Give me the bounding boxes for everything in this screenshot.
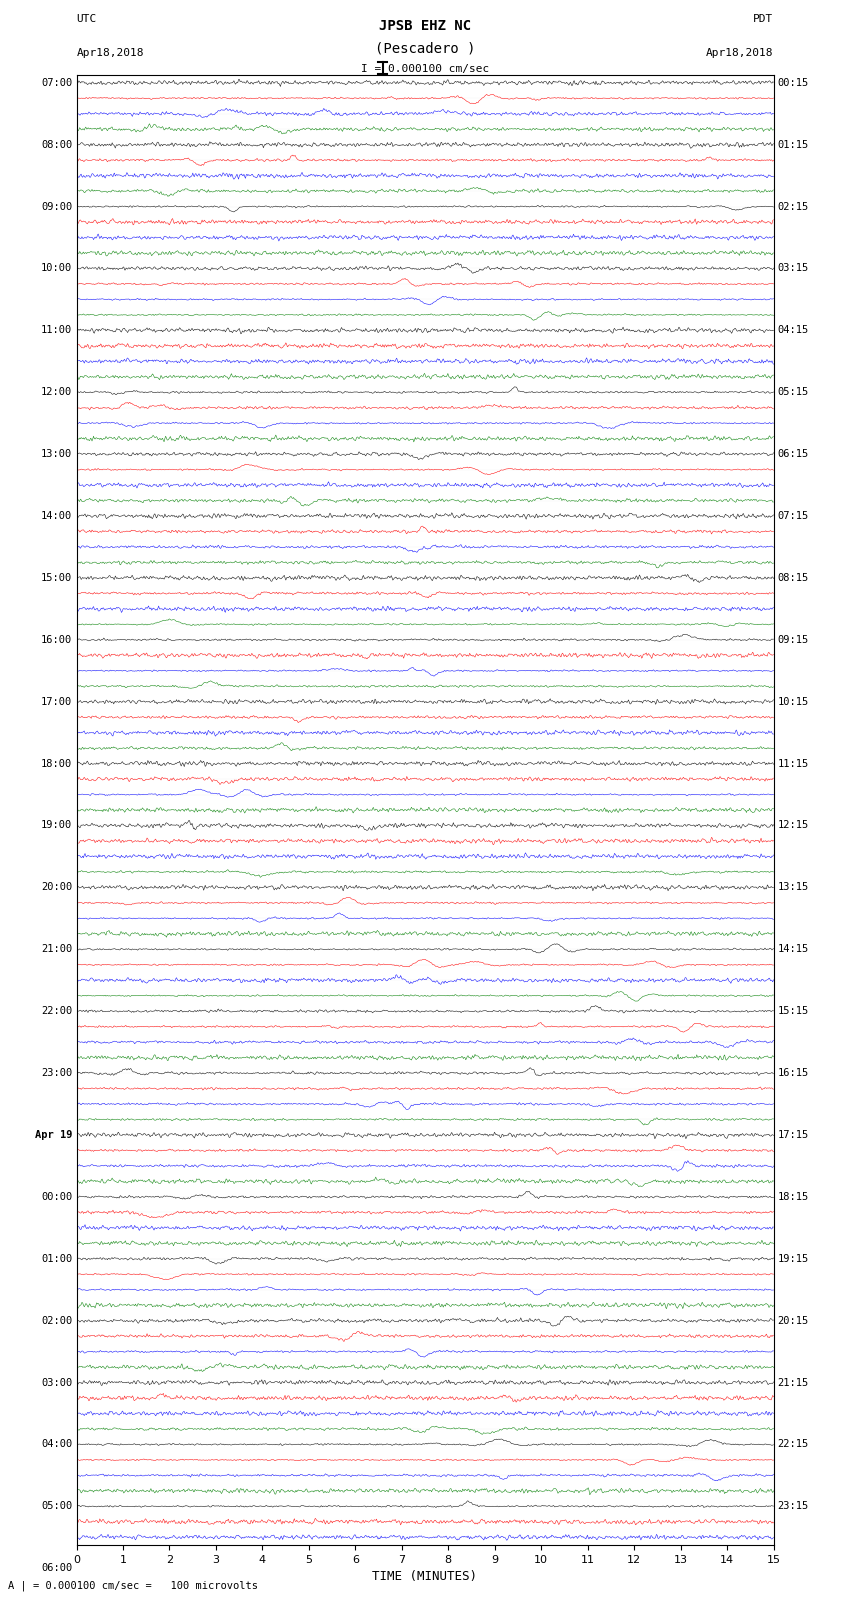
Text: 12:00: 12:00 (41, 387, 72, 397)
Text: 10:00: 10:00 (41, 263, 72, 274)
Text: 04:00: 04:00 (41, 1439, 72, 1450)
Text: 20:15: 20:15 (778, 1316, 809, 1326)
Text: 11:00: 11:00 (41, 326, 72, 336)
Text: 05:00: 05:00 (41, 1502, 72, 1511)
Text: 13:15: 13:15 (778, 882, 809, 892)
Text: 06:15: 06:15 (778, 448, 809, 460)
Text: I = 0.000100 cm/sec: I = 0.000100 cm/sec (361, 65, 489, 74)
Text: 00:00: 00:00 (41, 1192, 72, 1202)
Text: 14:15: 14:15 (778, 944, 809, 955)
Text: 05:15: 05:15 (778, 387, 809, 397)
Text: 16:15: 16:15 (778, 1068, 809, 1077)
Text: 18:15: 18:15 (778, 1192, 809, 1202)
X-axis label: TIME (MINUTES): TIME (MINUTES) (372, 1571, 478, 1584)
Text: 02:15: 02:15 (778, 202, 809, 211)
Text: 14:00: 14:00 (41, 511, 72, 521)
Text: 09:15: 09:15 (778, 636, 809, 645)
Text: 01:00: 01:00 (41, 1253, 72, 1263)
Text: 16:00: 16:00 (41, 636, 72, 645)
Text: A | = 0.000100 cm/sec =   100 microvolts: A | = 0.000100 cm/sec = 100 microvolts (8, 1581, 258, 1590)
Text: 22:00: 22:00 (41, 1007, 72, 1016)
Text: 07:00: 07:00 (41, 77, 72, 87)
Text: 22:15: 22:15 (778, 1439, 809, 1450)
Text: 00:15: 00:15 (778, 77, 809, 87)
Text: 13:00: 13:00 (41, 448, 72, 460)
Text: 12:15: 12:15 (778, 821, 809, 831)
Text: 19:00: 19:00 (41, 821, 72, 831)
Text: 03:00: 03:00 (41, 1378, 72, 1387)
Text: 09:00: 09:00 (41, 202, 72, 211)
Text: 15:00: 15:00 (41, 573, 72, 582)
Text: 20:00: 20:00 (41, 882, 72, 892)
Text: 06:00: 06:00 (41, 1563, 72, 1573)
Text: 11:15: 11:15 (778, 758, 809, 768)
Text: 23:00: 23:00 (41, 1068, 72, 1077)
Text: 04:15: 04:15 (778, 326, 809, 336)
Text: 01:15: 01:15 (778, 140, 809, 150)
Text: 07:15: 07:15 (778, 511, 809, 521)
Text: Apr18,2018: Apr18,2018 (76, 47, 144, 58)
Text: JPSB EHZ NC: JPSB EHZ NC (379, 19, 471, 34)
Text: (Pescadero ): (Pescadero ) (375, 42, 475, 56)
Text: 18:00: 18:00 (41, 758, 72, 768)
Text: 21:00: 21:00 (41, 944, 72, 955)
Text: 19:15: 19:15 (778, 1253, 809, 1263)
Text: 17:15: 17:15 (778, 1131, 809, 1140)
Text: Apr 19: Apr 19 (35, 1131, 72, 1140)
Text: 21:15: 21:15 (778, 1378, 809, 1387)
Text: Apr18,2018: Apr18,2018 (706, 47, 774, 58)
Text: 17:00: 17:00 (41, 697, 72, 706)
Text: 03:15: 03:15 (778, 263, 809, 274)
Text: UTC: UTC (76, 15, 97, 24)
Text: 23:15: 23:15 (778, 1502, 809, 1511)
Text: 08:15: 08:15 (778, 573, 809, 582)
Text: 08:00: 08:00 (41, 140, 72, 150)
Text: 02:00: 02:00 (41, 1316, 72, 1326)
Text: PDT: PDT (753, 15, 774, 24)
Text: 10:15: 10:15 (778, 697, 809, 706)
Text: 15:15: 15:15 (778, 1007, 809, 1016)
